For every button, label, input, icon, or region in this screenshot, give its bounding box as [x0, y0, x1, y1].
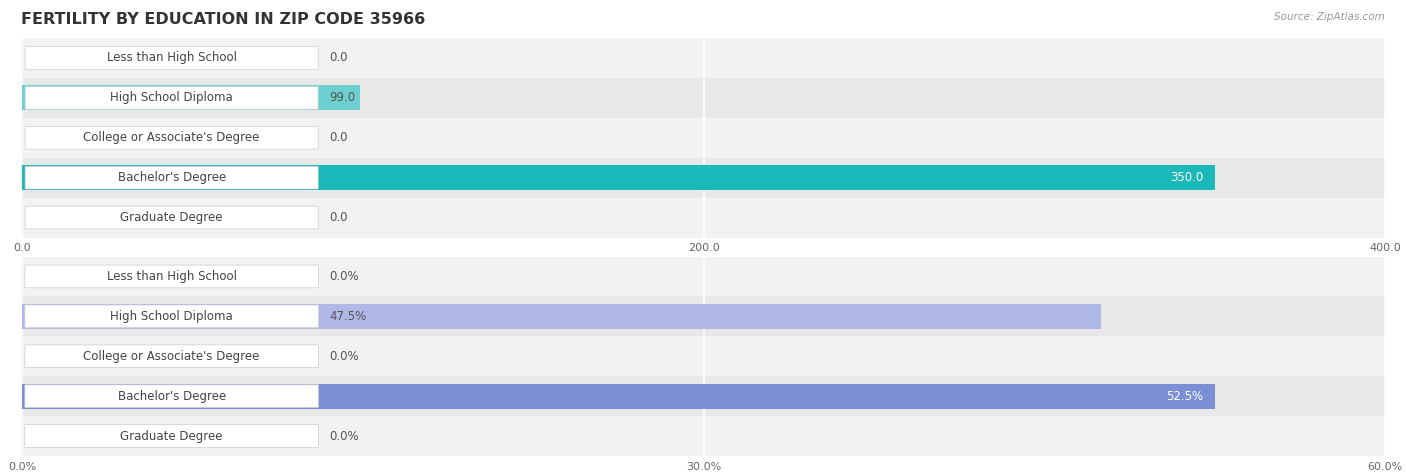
Text: Graduate Degree: Graduate Degree	[121, 429, 224, 443]
Text: Source: ZipAtlas.com: Source: ZipAtlas.com	[1274, 12, 1385, 22]
Bar	[22, 384, 1215, 408]
Bar	[21, 376, 1385, 416]
Text: Bachelor's Degree: Bachelor's Degree	[118, 171, 226, 184]
Text: College or Associate's Degree: College or Associate's Degree	[83, 350, 260, 363]
Text: 0.0: 0.0	[329, 211, 347, 224]
FancyBboxPatch shape	[25, 305, 318, 328]
Bar	[21, 158, 1385, 198]
FancyBboxPatch shape	[25, 385, 318, 408]
Text: 350.0: 350.0	[1170, 171, 1204, 184]
Bar	[22, 165, 1215, 190]
FancyBboxPatch shape	[25, 265, 318, 288]
Bar	[21, 336, 1385, 376]
Bar	[21, 118, 1385, 158]
FancyBboxPatch shape	[25, 206, 318, 229]
FancyBboxPatch shape	[25, 425, 318, 447]
FancyBboxPatch shape	[25, 126, 318, 149]
Bar	[21, 78, 1385, 118]
Text: 0.0%: 0.0%	[329, 270, 359, 283]
Bar	[22, 86, 360, 110]
Text: 0.0: 0.0	[329, 51, 347, 65]
Text: 0.0%: 0.0%	[329, 350, 359, 363]
Text: 99.0: 99.0	[329, 91, 356, 104]
Text: 0.0%: 0.0%	[329, 429, 359, 443]
Bar	[21, 256, 1385, 296]
FancyBboxPatch shape	[25, 86, 318, 109]
Text: College or Associate's Degree: College or Associate's Degree	[83, 131, 260, 144]
Text: Graduate Degree: Graduate Degree	[121, 211, 224, 224]
FancyBboxPatch shape	[25, 166, 318, 189]
Text: 0.0: 0.0	[329, 131, 347, 144]
Text: 47.5%: 47.5%	[329, 310, 366, 323]
Bar	[21, 198, 1385, 238]
Text: Bachelor's Degree: Bachelor's Degree	[118, 390, 226, 403]
Text: High School Diploma: High School Diploma	[110, 310, 233, 323]
Text: Less than High School: Less than High School	[107, 270, 236, 283]
Text: Less than High School: Less than High School	[107, 51, 236, 65]
Bar	[22, 304, 1101, 329]
FancyBboxPatch shape	[25, 47, 318, 69]
Text: High School Diploma: High School Diploma	[110, 91, 233, 104]
FancyBboxPatch shape	[25, 345, 318, 368]
Text: 52.5%: 52.5%	[1167, 390, 1204, 403]
Bar	[21, 38, 1385, 78]
Text: FERTILITY BY EDUCATION IN ZIP CODE 35966: FERTILITY BY EDUCATION IN ZIP CODE 35966	[21, 12, 426, 27]
Bar	[21, 416, 1385, 456]
Bar	[21, 296, 1385, 336]
